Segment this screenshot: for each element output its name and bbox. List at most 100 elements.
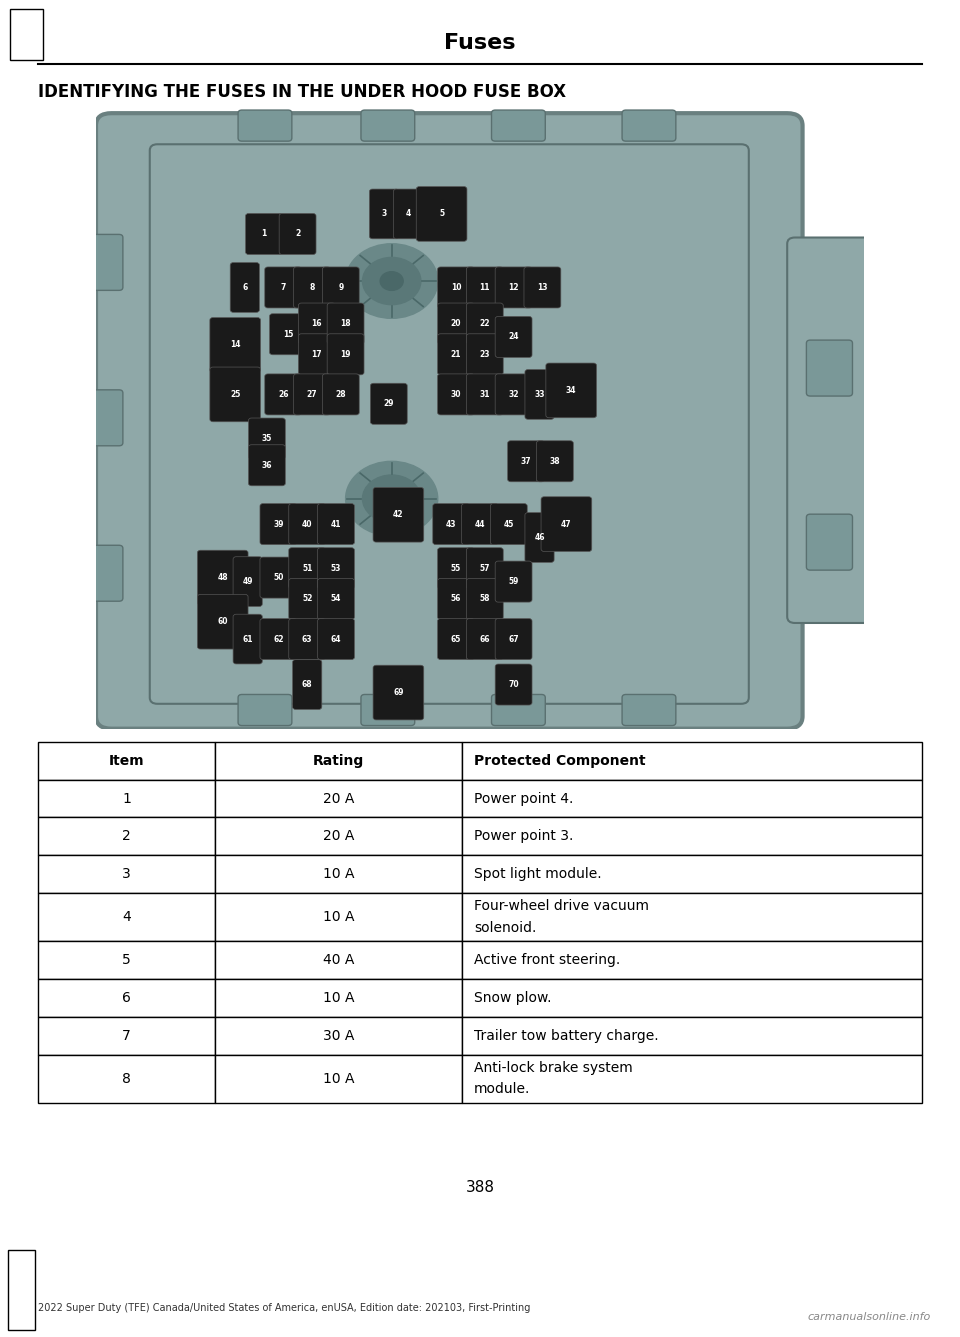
Text: 388: 388 (466, 1179, 494, 1195)
Text: 52: 52 (302, 595, 312, 603)
FancyBboxPatch shape (318, 504, 354, 544)
FancyBboxPatch shape (230, 262, 259, 313)
Text: 43: 43 (446, 520, 456, 528)
FancyBboxPatch shape (77, 545, 123, 602)
Bar (215, 817, 463, 856)
Text: 10 A: 10 A (323, 991, 354, 1005)
Text: 30 A: 30 A (323, 1028, 354, 1043)
Text: Power point 3.: Power point 3. (474, 829, 573, 844)
FancyBboxPatch shape (806, 515, 852, 570)
Bar (215, 979, 463, 1017)
FancyBboxPatch shape (438, 374, 474, 414)
Text: 45: 45 (504, 520, 514, 528)
Text: solenoid.: solenoid. (474, 921, 537, 935)
Text: Rating: Rating (313, 754, 364, 767)
Bar (215, 941, 463, 979)
Text: Spot light module.: Spot light module. (474, 866, 602, 881)
FancyBboxPatch shape (210, 368, 260, 421)
Text: 48: 48 (217, 574, 228, 582)
Text: Four-wheel drive vacuum: Four-wheel drive vacuum (474, 900, 649, 913)
Bar (215, 742, 463, 779)
Text: 67: 67 (508, 635, 519, 643)
FancyBboxPatch shape (198, 595, 248, 648)
FancyBboxPatch shape (467, 548, 503, 588)
Text: 10 A: 10 A (323, 910, 354, 924)
FancyBboxPatch shape (260, 504, 297, 544)
Text: 34: 34 (566, 386, 576, 394)
FancyBboxPatch shape (524, 267, 561, 308)
Bar (38, 941, 215, 979)
Bar (463, 856, 922, 893)
Circle shape (380, 489, 403, 508)
FancyBboxPatch shape (293, 659, 322, 710)
FancyBboxPatch shape (279, 214, 316, 254)
FancyBboxPatch shape (467, 303, 503, 344)
Text: 61: 61 (243, 635, 252, 643)
Text: 56: 56 (451, 595, 461, 603)
FancyBboxPatch shape (299, 334, 335, 374)
Text: Snow plow.: Snow plow. (474, 991, 551, 1005)
FancyBboxPatch shape (370, 189, 398, 239)
Text: 36: 36 (262, 461, 272, 469)
Bar (463, 817, 922, 856)
FancyBboxPatch shape (433, 504, 469, 544)
Text: 42: 42 (394, 511, 403, 519)
Text: 39: 39 (274, 520, 283, 528)
FancyBboxPatch shape (467, 619, 503, 659)
Text: 24: 24 (509, 333, 518, 341)
Bar (38, 742, 215, 779)
FancyBboxPatch shape (294, 267, 330, 308)
Text: 37: 37 (520, 457, 532, 465)
FancyBboxPatch shape (467, 579, 503, 619)
Text: 6: 6 (242, 283, 248, 291)
Text: 22: 22 (480, 320, 490, 328)
Bar (463, 1055, 922, 1103)
FancyBboxPatch shape (495, 562, 532, 602)
Bar (215, 1017, 463, 1055)
Text: 21: 21 (451, 350, 461, 358)
Text: Item: Item (108, 754, 145, 767)
FancyBboxPatch shape (495, 317, 532, 357)
FancyBboxPatch shape (467, 267, 503, 308)
Text: module.: module. (474, 1083, 530, 1096)
Text: 3: 3 (122, 866, 132, 881)
Bar (215, 856, 463, 893)
FancyBboxPatch shape (361, 110, 415, 142)
FancyBboxPatch shape (462, 504, 498, 544)
Text: 31: 31 (480, 390, 490, 398)
FancyBboxPatch shape (361, 694, 415, 726)
Text: 6: 6 (122, 991, 132, 1005)
Text: Fuses: Fuses (444, 33, 516, 53)
Bar (38, 817, 215, 856)
FancyBboxPatch shape (467, 334, 503, 374)
Text: 33: 33 (535, 390, 544, 398)
FancyBboxPatch shape (233, 614, 262, 664)
Text: 46: 46 (535, 533, 544, 541)
FancyBboxPatch shape (525, 512, 554, 563)
Text: 16: 16 (312, 320, 322, 328)
FancyBboxPatch shape (77, 234, 123, 290)
Text: 4: 4 (122, 910, 132, 924)
Bar (38, 893, 215, 941)
FancyBboxPatch shape (246, 214, 282, 254)
Text: Power point 4.: Power point 4. (474, 792, 573, 806)
Text: 54: 54 (331, 595, 341, 603)
Bar (10, 9, 43, 60)
Text: 47: 47 (561, 520, 572, 528)
Bar (463, 742, 922, 779)
Text: 68: 68 (301, 681, 313, 689)
Circle shape (380, 271, 403, 290)
FancyBboxPatch shape (438, 579, 474, 619)
Text: 10 A: 10 A (323, 866, 354, 881)
Text: 29: 29 (384, 400, 394, 408)
Text: 17: 17 (311, 350, 323, 358)
Text: 7: 7 (122, 1028, 132, 1043)
FancyBboxPatch shape (492, 694, 545, 726)
Text: 12: 12 (509, 283, 518, 291)
Text: 55: 55 (451, 564, 461, 572)
FancyBboxPatch shape (622, 694, 676, 726)
Text: Protected Component: Protected Component (474, 754, 645, 767)
FancyBboxPatch shape (327, 334, 364, 374)
Text: 26: 26 (278, 390, 288, 398)
FancyBboxPatch shape (467, 374, 503, 414)
